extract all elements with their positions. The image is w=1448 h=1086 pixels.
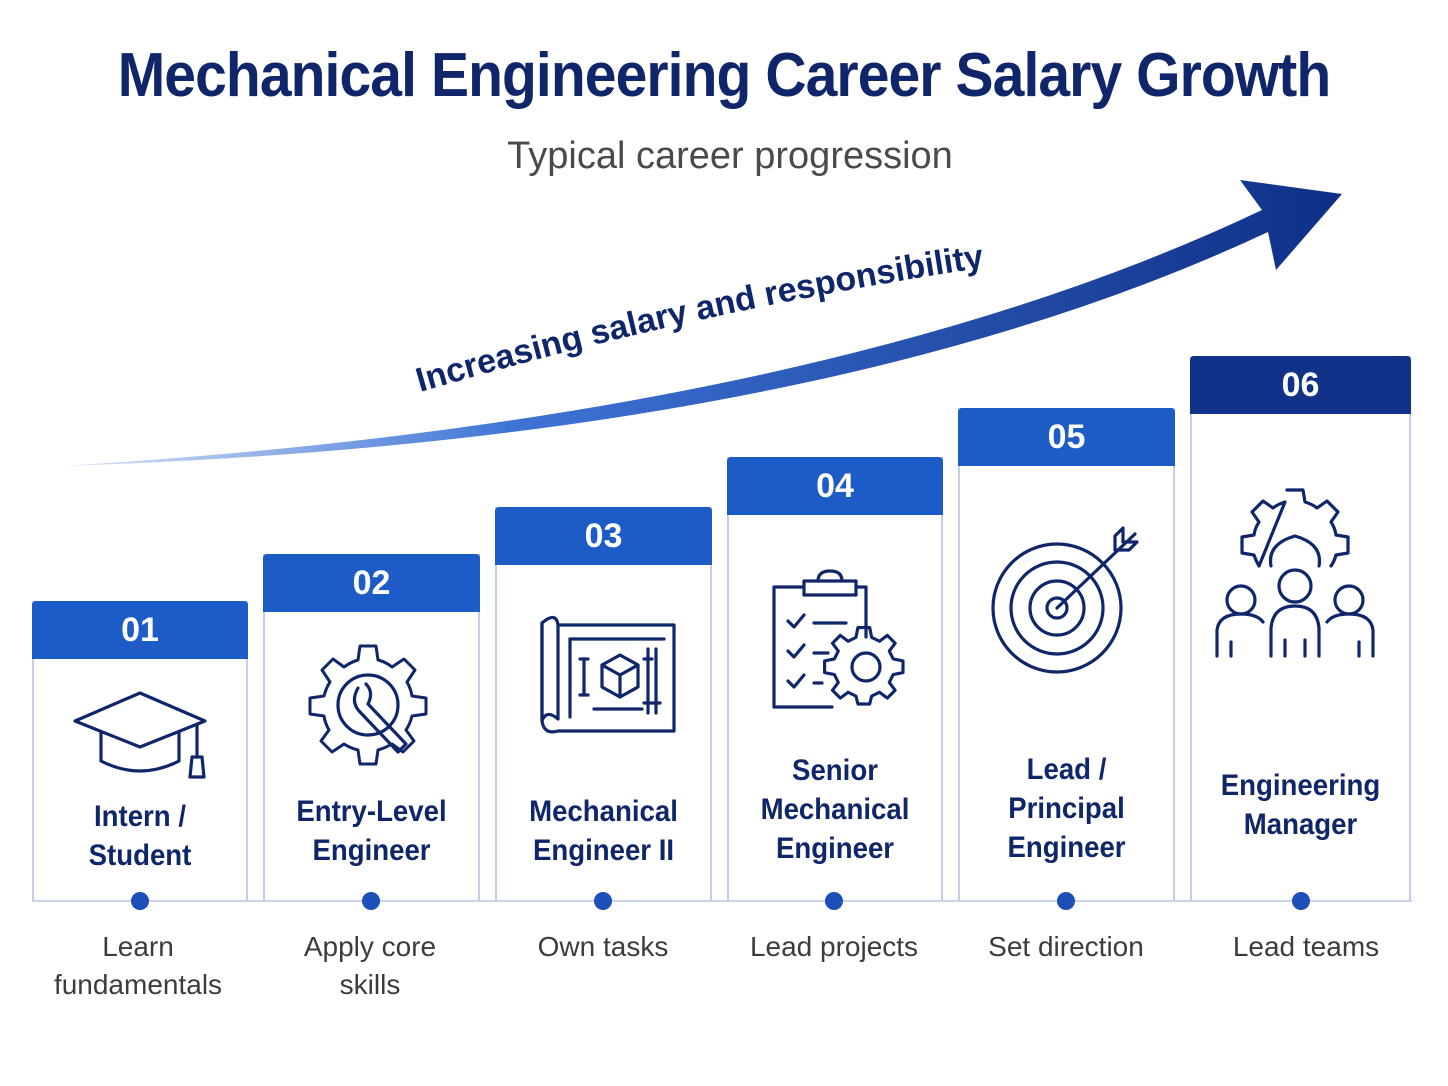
- step-number-02: 02: [263, 554, 480, 612]
- team-gear-icon: [1192, 482, 1409, 672]
- clipboard-gear-icon: [729, 567, 941, 717]
- step-card-02: 02 Entry-Level Engineer: [263, 554, 480, 900]
- timeline-dot-02: [362, 892, 380, 910]
- step-card-04: 04 Senior Mechanical Engineer: [727, 457, 943, 900]
- step-title-02: Entry-Level Engineer: [296, 795, 447, 867]
- step-description-02: Apply core skills: [303, 931, 437, 1000]
- step-description-06: Lead teams: [1232, 931, 1380, 962]
- page-subtitle: Typical career progression: [507, 135, 953, 177]
- timeline-dot-06: [1292, 892, 1310, 910]
- timeline-dot-04: [825, 892, 843, 910]
- step-title-04: Senior Mechanical Engineer: [760, 754, 910, 865]
- step-number-01: 01: [32, 601, 248, 659]
- blueprint-icon: [497, 609, 710, 739]
- step-number-05: 05: [958, 408, 1175, 466]
- step-title-03: Mechanical Engineer II: [529, 795, 678, 867]
- graduation-cap-icon: [34, 685, 246, 785]
- step-number-03: 03: [495, 507, 712, 565]
- timeline-dot-03: [594, 892, 612, 910]
- step-description-05: Set direction: [988, 931, 1144, 962]
- step-card-06: 06 Engineering Manager: [1190, 356, 1411, 900]
- step-number-06: 06: [1190, 356, 1411, 414]
- step-title-05: Lead / Principal Engineer: [1007, 753, 1126, 864]
- step-description-04: Lead projects: [749, 931, 919, 962]
- timeline-baseline: [32, 900, 1412, 902]
- target-icon: [960, 524, 1173, 674]
- step-number-04: 04: [727, 457, 943, 515]
- page-title: Mechanical Engineering Career Salary Gro…: [117, 41, 1331, 110]
- gear-wrench-icon: [265, 640, 478, 770]
- timeline-dot-01: [131, 892, 149, 910]
- timeline-dot-05: [1057, 892, 1075, 910]
- step-card-05: 05 Lead / Principal Engineer: [958, 408, 1175, 900]
- step-card-03: 03 Mechanical Engineer II: [495, 507, 712, 900]
- step-title-01: Intern / Student: [88, 800, 192, 872]
- step-description-01: Learn fundamentals: [53, 931, 223, 1000]
- arrow-label: Increasing salary and responsibility: [412, 238, 986, 400]
- step-description-03: Own tasks: [537, 931, 669, 962]
- step-title-06: Engineering Manager: [1220, 769, 1381, 841]
- step-card-01: 01 Intern / Student: [32, 601, 248, 900]
